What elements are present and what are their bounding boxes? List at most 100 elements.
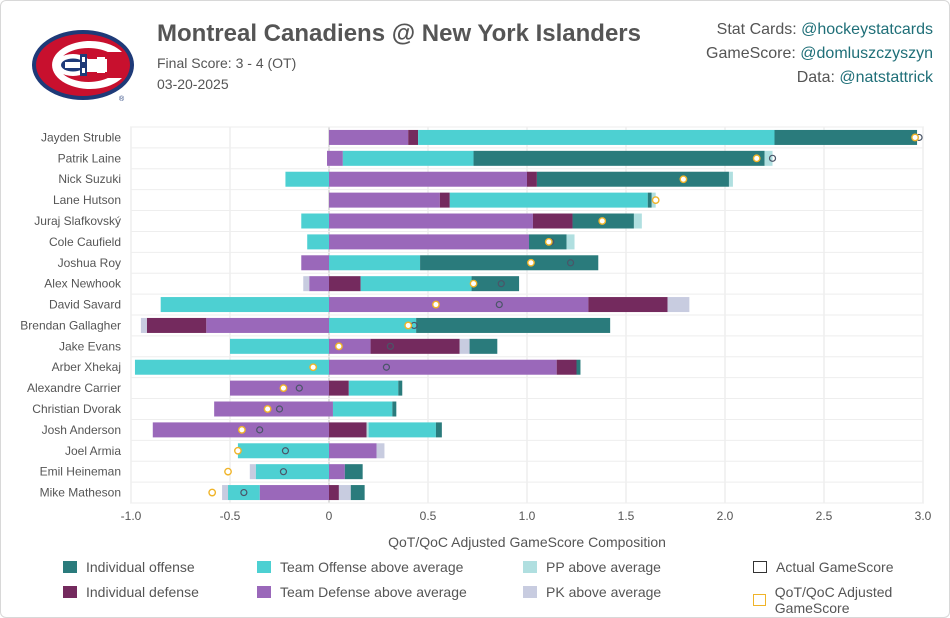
adjusted-gamescore-marker bbox=[679, 175, 688, 184]
bar-segment bbox=[329, 401, 333, 417]
bar-segment bbox=[329, 422, 367, 438]
player-label: Emil Heineman bbox=[40, 465, 121, 479]
bar-segment bbox=[556, 359, 577, 375]
adjusted-gamescore-marker bbox=[469, 279, 478, 288]
x-tick-label: 3.0 bbox=[915, 509, 932, 523]
bar-segment bbox=[259, 485, 329, 501]
player-label: Mike Matheson bbox=[40, 486, 121, 500]
legend-item: Team Defense above average bbox=[257, 584, 467, 600]
bar-segment bbox=[329, 443, 377, 459]
legend-swatch bbox=[257, 561, 271, 573]
legend-label: PK above average bbox=[546, 584, 662, 600]
x-tick-label: 0.5 bbox=[420, 509, 437, 523]
canadiens-logo: ® bbox=[31, 29, 137, 108]
adjusted-gamescore-marker bbox=[432, 300, 440, 309]
actual-gamescore-marker bbox=[386, 342, 394, 350]
bar-segment bbox=[228, 485, 260, 501]
game-date: 03-20-2025 bbox=[157, 76, 229, 92]
legend-label: QoT/QoC Adjusted GameScore bbox=[774, 584, 893, 616]
bar-segment bbox=[370, 338, 460, 354]
bar-segment bbox=[435, 422, 442, 438]
final-score: Final Score: 3 - 4 (OT) bbox=[157, 55, 297, 71]
x-tick-label: 1.5 bbox=[618, 509, 635, 523]
bar-segment bbox=[392, 401, 397, 417]
bar-segment bbox=[329, 255, 421, 271]
actual-gamescore-marker bbox=[382, 363, 391, 371]
svg-text:®: ® bbox=[119, 95, 125, 103]
bar-segment bbox=[416, 317, 611, 333]
x-tick-label: -1.0 bbox=[121, 509, 142, 523]
credit-link[interactable]: @hockeystatcards bbox=[801, 21, 933, 38]
actual-gamescore-marker bbox=[768, 154, 777, 162]
bar-segment bbox=[140, 317, 147, 333]
adjusted-gamescore-marker bbox=[208, 488, 217, 497]
adjusted-gamescore-marker bbox=[911, 133, 919, 142]
player-label: Alexandre Carrier bbox=[27, 381, 121, 395]
credit-link[interactable]: @domluszczyszyn bbox=[800, 45, 933, 62]
adjusted-gamescore-marker bbox=[309, 363, 318, 372]
x-tick-label: 1.0 bbox=[519, 509, 536, 523]
bar-segment bbox=[527, 171, 537, 187]
legend-swatch bbox=[257, 586, 271, 598]
player-label: Brendan Gallagher bbox=[20, 318, 121, 332]
bar-segment bbox=[309, 276, 329, 292]
page-title: Montreal Canadiens @ New York Islanders bbox=[157, 20, 641, 47]
bar-segment bbox=[329, 317, 417, 333]
bar-segment bbox=[420, 255, 599, 271]
player-label: Lane Hutson bbox=[53, 193, 121, 207]
credit-data: Data: @natstattrick bbox=[796, 69, 933, 86]
actual-gamescore-marker bbox=[256, 426, 264, 434]
bar-segment bbox=[206, 317, 329, 333]
adjusted-gamescore-marker bbox=[544, 237, 553, 246]
bar-segment bbox=[667, 297, 690, 313]
player-label: Cole Caufield bbox=[49, 235, 121, 249]
bar-segment bbox=[576, 359, 581, 375]
bar-segment bbox=[222, 485, 229, 501]
bar-segment bbox=[536, 171, 729, 187]
legend-swatch bbox=[63, 586, 77, 598]
bar-segment bbox=[230, 338, 329, 354]
bar-segment bbox=[408, 129, 419, 145]
legend-label: Actual GameScore bbox=[776, 559, 894, 575]
adjusted-gamescore-marker bbox=[334, 342, 343, 351]
bar-segment bbox=[285, 171, 329, 187]
legend-label: PP above average bbox=[546, 559, 661, 575]
actual-gamescore-marker bbox=[281, 447, 290, 455]
adjusted-gamescore-marker bbox=[527, 258, 535, 267]
bar-segment bbox=[329, 171, 527, 187]
bar-segment bbox=[588, 297, 668, 313]
player-label: Josh Anderson bbox=[42, 423, 121, 437]
bar-segment bbox=[366, 422, 369, 438]
bar-segment bbox=[633, 213, 642, 229]
player-label: Alex Newhook bbox=[44, 277, 122, 291]
bar-segment bbox=[329, 192, 440, 208]
bar-segment bbox=[329, 276, 361, 292]
legend-item: Team Offense above average bbox=[257, 559, 463, 575]
canadiens-logo-icon: ® bbox=[32, 30, 134, 103]
bar-segment bbox=[230, 380, 329, 396]
legend-label: Team Offense above average bbox=[280, 559, 464, 575]
bar-segment bbox=[342, 150, 474, 166]
actual-gamescore-marker bbox=[295, 384, 303, 392]
adjusted-gamescore-marker bbox=[651, 196, 660, 205]
actual-gamescore-marker bbox=[240, 488, 248, 497]
legend-swatch bbox=[753, 561, 767, 573]
actual-gamescore-marker bbox=[497, 280, 505, 288]
bar-segment bbox=[449, 192, 648, 208]
player-label: Jayden Struble bbox=[41, 130, 121, 144]
bar-segment bbox=[249, 464, 256, 480]
bar-segment bbox=[764, 150, 773, 166]
bar-segment bbox=[566, 234, 575, 250]
legend-label: Individual defense bbox=[86, 584, 199, 600]
bar-segment bbox=[532, 213, 573, 229]
credit-stat-cards: Stat Cards: @hockeystatcards bbox=[716, 21, 933, 38]
bar-segment bbox=[332, 401, 393, 417]
actual-gamescore-marker bbox=[275, 405, 284, 413]
credit-link[interactable]: @natstattrick bbox=[839, 69, 933, 86]
player-label: Joel Armia bbox=[65, 444, 121, 458]
player-label: Arber Xhekaj bbox=[52, 360, 121, 374]
bar-segment bbox=[329, 150, 343, 166]
bar-segment bbox=[360, 276, 472, 292]
x-tick-label: 2.5 bbox=[816, 509, 833, 523]
x-tick-label: -0.5 bbox=[220, 509, 241, 523]
